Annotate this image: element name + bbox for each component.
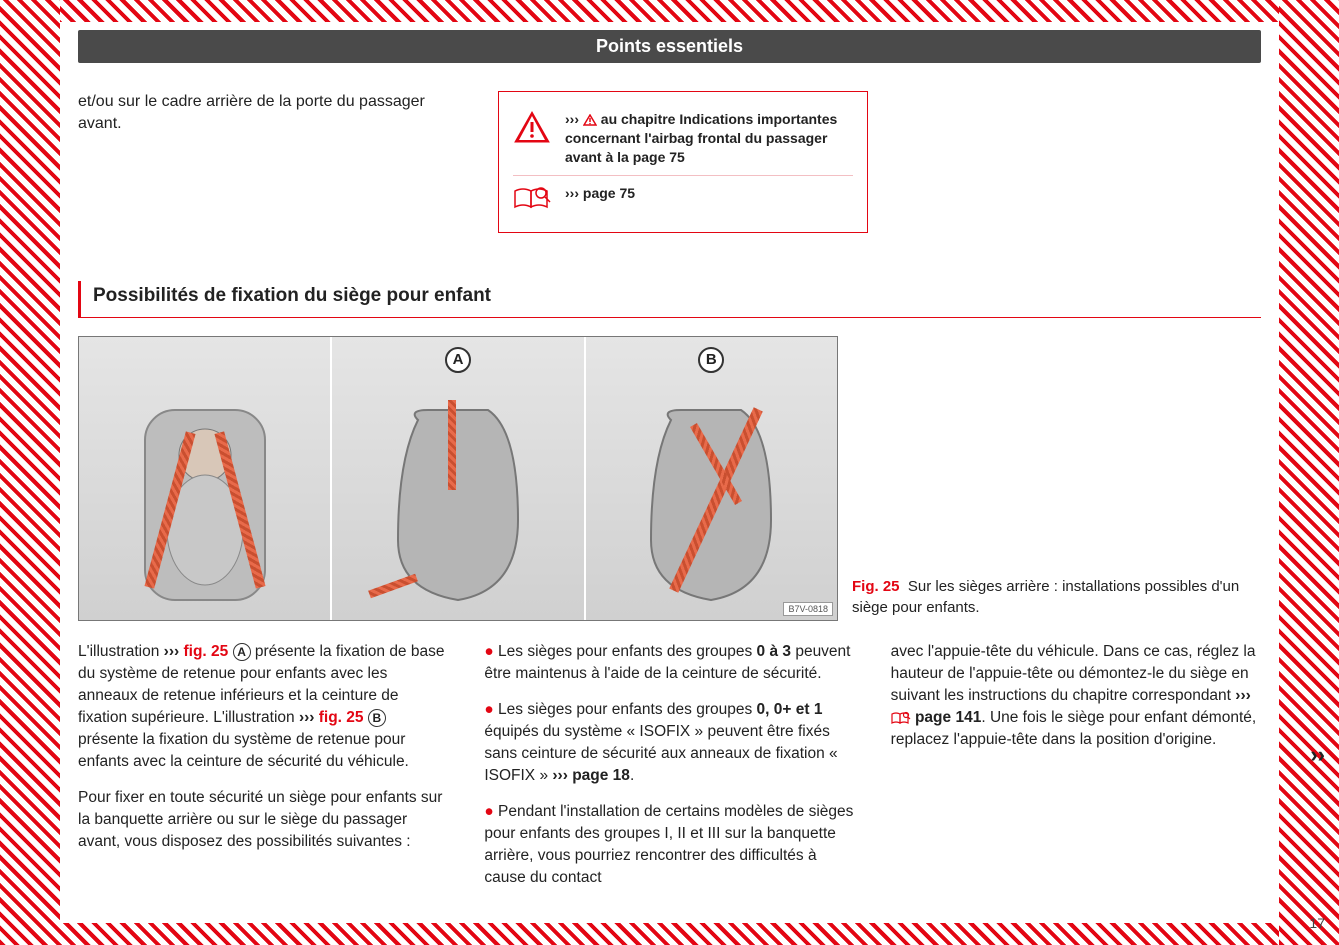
column-3: avec l'appuie-tête du véhicule. Dans ce … [891, 641, 1261, 903]
col1-paragraph-2: Pour fixer en toute sécurité un siège po… [78, 787, 448, 853]
reference-text-2: ››› page 75 [565, 184, 635, 203]
warning-triangle-icon [513, 110, 551, 144]
page-number: 17 [1309, 915, 1325, 931]
column-2: ● Les sièges pour enfants des groupes 0 … [484, 641, 854, 903]
reference-text-2-content: page 75 [583, 185, 635, 201]
reference-row-warning: ››› au chapitre Indications importantes … [513, 102, 853, 175]
figure-caption-text: Sur les sièges arrière : installations p… [852, 578, 1239, 616]
column-1: L'illustration ››› fig. 25 A présente la… [78, 641, 448, 903]
hatched-border-bottom [0, 923, 1339, 945]
figure-panel-a: A [330, 337, 583, 620]
hatched-border-top [0, 0, 1339, 22]
chevron-icon: ››› [299, 709, 315, 726]
bullet-icon: ● [484, 643, 493, 660]
reference-row-page: ››› page 75 [513, 175, 853, 222]
reference-text-1: ››› au chapitre Indications importantes … [565, 110, 853, 167]
chevron-icon: ››› [565, 185, 579, 201]
book-icon [513, 184, 551, 214]
col2-bullet-3: ● Pendant l'installation de certains mod… [484, 801, 854, 889]
bullet-icon: ● [484, 803, 493, 820]
figure-row: A B B7V-0818 [78, 336, 1261, 621]
col2-bullet-2: ● Les sièges pour enfants des groupes 0,… [484, 699, 854, 787]
figure-caption-label: Fig. 25 [852, 578, 900, 595]
book-inline-icon [891, 709, 911, 726]
section-heading: Possibilités de fixation du siège pour e… [78, 281, 1261, 318]
figure-panel-b: B B7V-0818 [584, 337, 837, 620]
page-header: Points essentiels [78, 30, 1261, 63]
figure-reference: fig. 25 [183, 643, 228, 660]
reference-text-1-content: au chapitre Indications importantes conc… [565, 111, 837, 165]
circle-label-a: A [233, 643, 251, 661]
hatched-border-left [0, 0, 60, 945]
figure-panel-child [79, 337, 330, 620]
body-columns: L'illustration ››› fig. 25 A présente la… [78, 641, 1261, 903]
panel-label-a: A [445, 347, 471, 373]
inline-warning-icon [583, 111, 601, 127]
hatched-border-right [1279, 0, 1339, 945]
figure-caption: Fig. 25 Sur les sièges arrière : install… [852, 336, 1261, 621]
col2-bullet-1: ● Les sièges pour enfants des groupes 0 … [484, 641, 854, 685]
chevron-icon: ››› [164, 643, 180, 660]
chevron-icon: ››› [565, 111, 579, 127]
figure-reference: fig. 25 [319, 709, 364, 726]
intro-paragraph: et/ou sur le cadre arrière de la porte d… [78, 91, 458, 233]
chevron-icon: ››› [552, 767, 568, 784]
page-content: Points essentiels et/ou sur le cadre arr… [60, 22, 1279, 923]
chevron-icon: ››› [1235, 687, 1251, 704]
col1-paragraph-1: L'illustration ››› fig. 25 A présente la… [78, 641, 448, 773]
panel-label-b: B [698, 347, 724, 373]
bullet-icon: ● [484, 701, 493, 718]
continuation-chevron-icon: ›› [1310, 742, 1325, 768]
top-row: et/ou sur le cadre arrière de la porte d… [78, 91, 1261, 233]
col3-paragraph-1: avec l'appuie-tête du véhicule. Dans ce … [891, 641, 1261, 751]
figure-image: A B B7V-0818 [78, 336, 838, 621]
circle-label-b: B [368, 709, 386, 727]
image-code: B7V-0818 [783, 602, 833, 616]
reference-box: ››› au chapitre Indications importantes … [498, 91, 868, 233]
